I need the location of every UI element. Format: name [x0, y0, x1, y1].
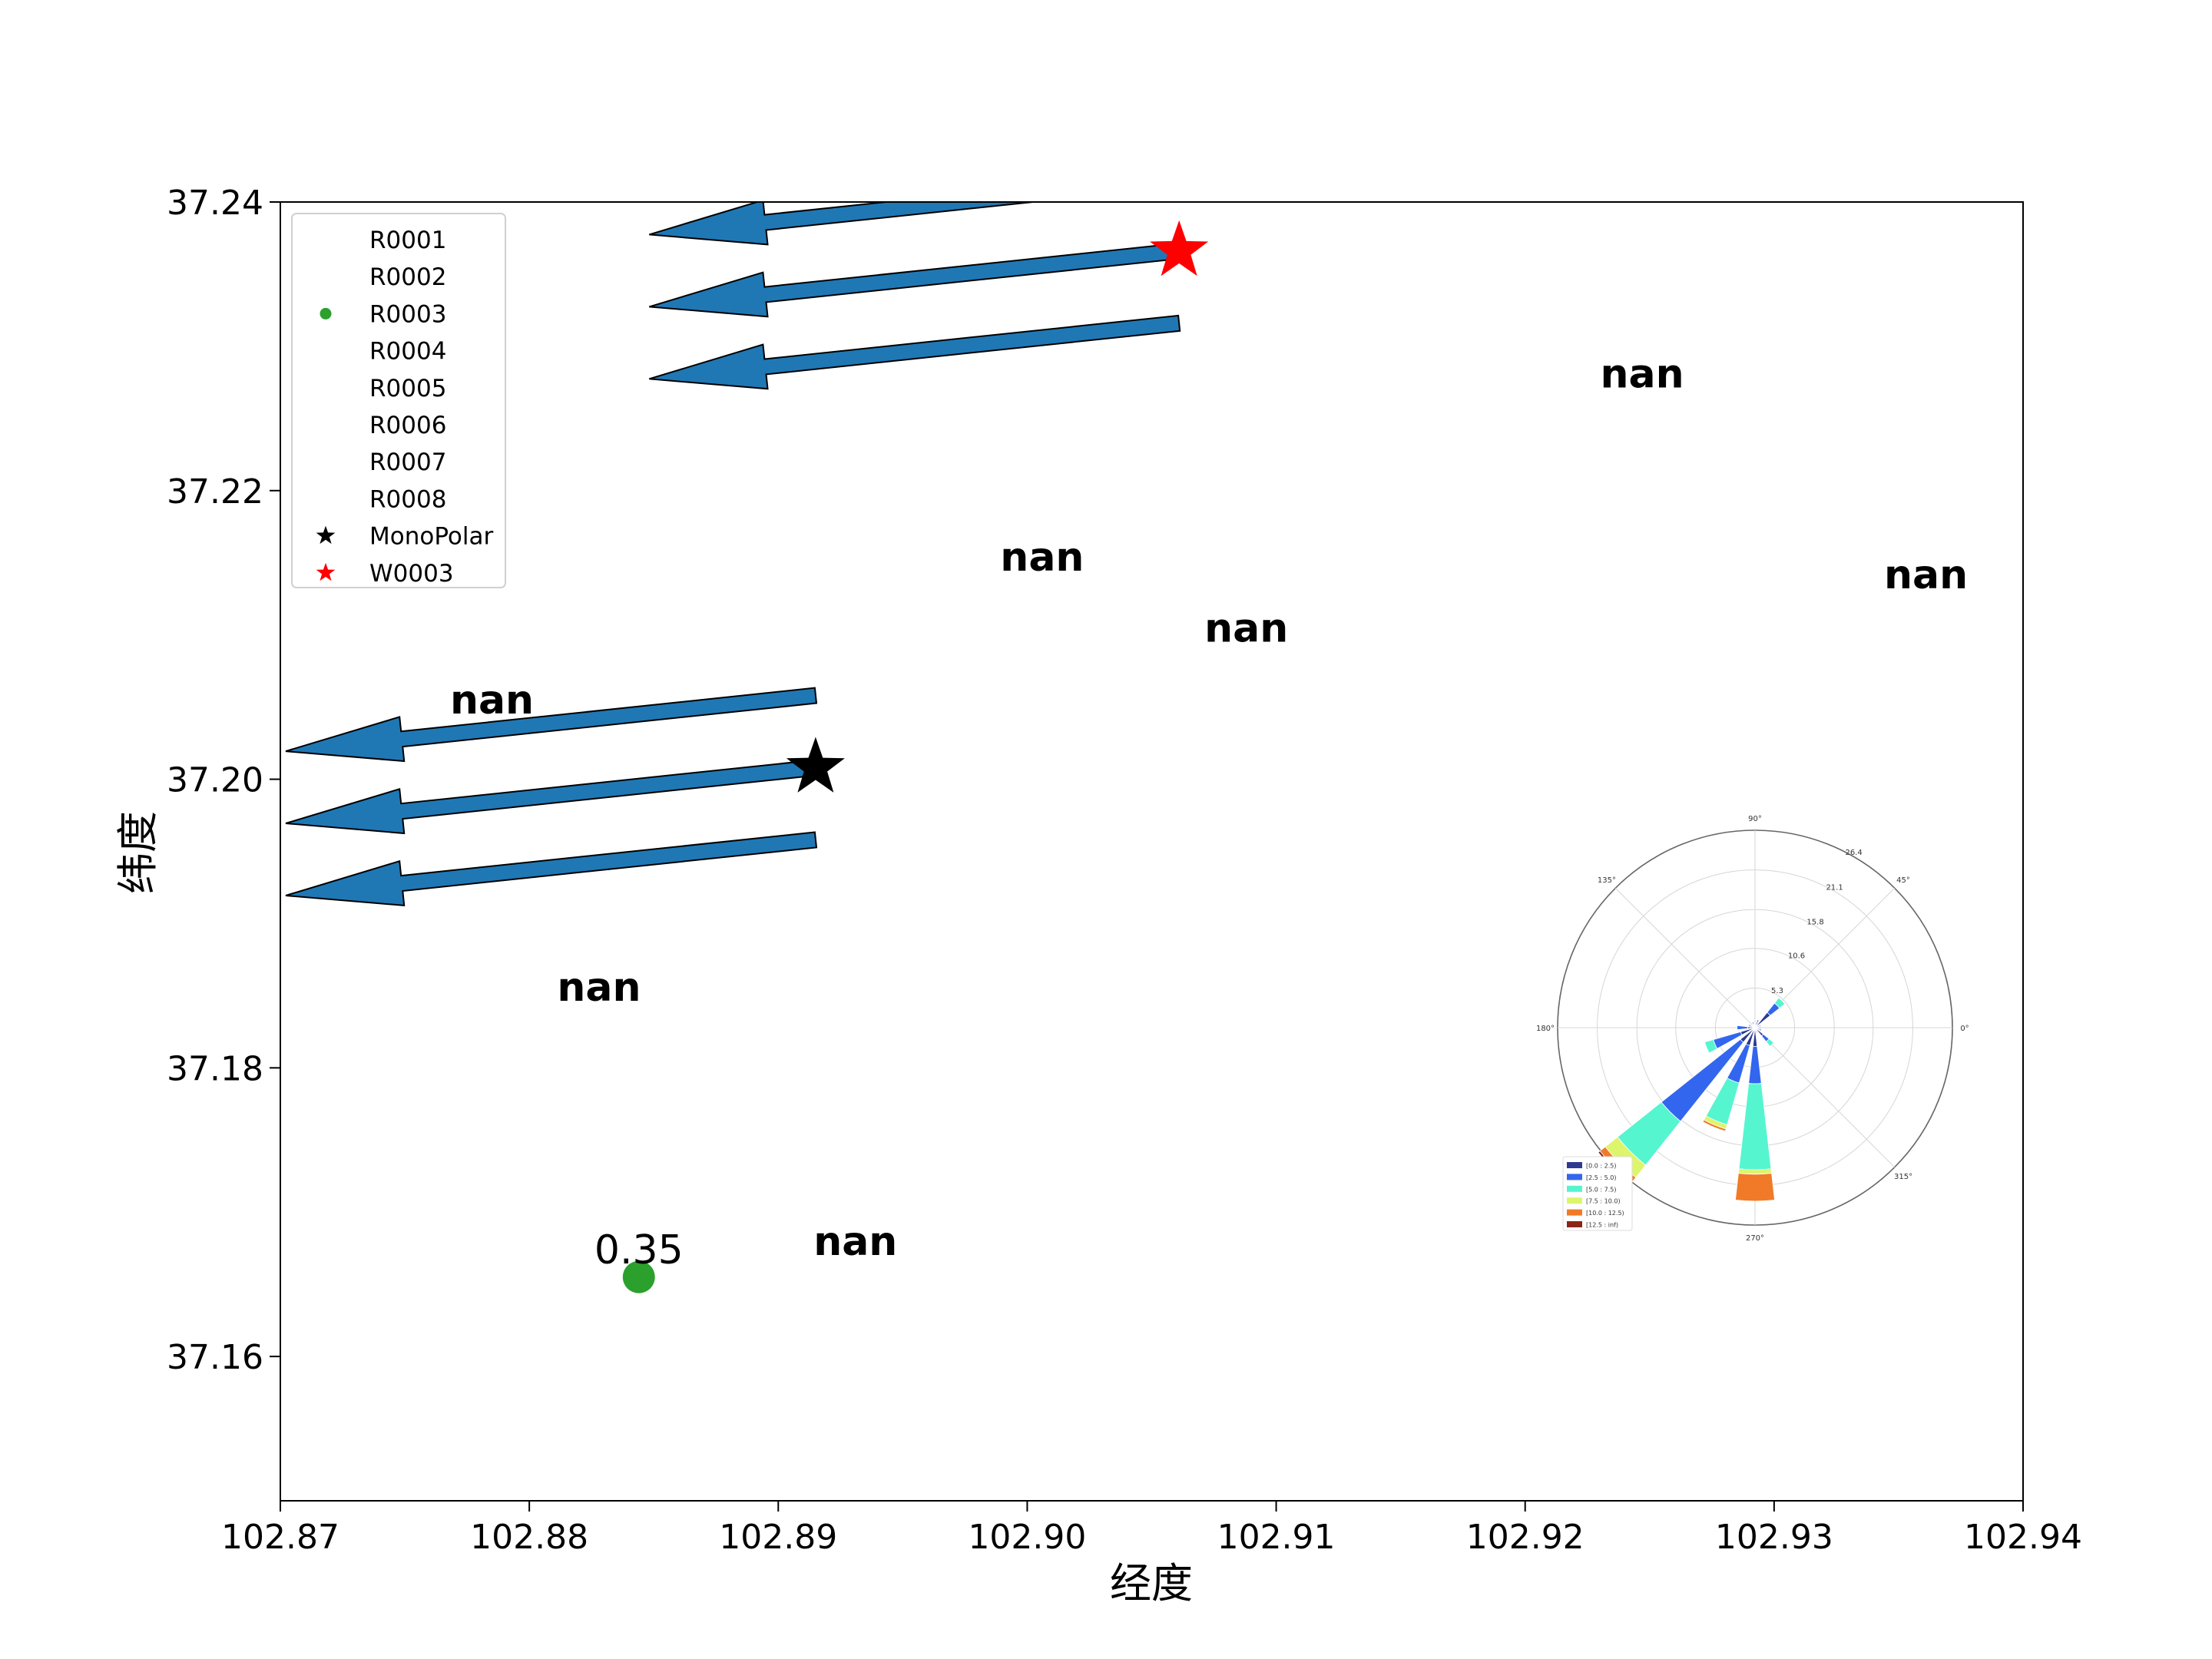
- windrose-sector-bar: [1748, 1024, 1752, 1027]
- x-tick-label: 102.93: [1715, 1518, 1833, 1557]
- y-axis-label: 纬度: [114, 811, 162, 894]
- nan-label: nan: [813, 1219, 897, 1265]
- wind-arrow: [285, 759, 818, 835]
- legend-marker-w0003: [316, 562, 336, 581]
- legend-label-r0007: R0007: [369, 449, 446, 476]
- wind-arrows: [285, 202, 1181, 906]
- legend-label-r0004: R0004: [369, 338, 446, 366]
- x-tick-label: 102.91: [1217, 1518, 1336, 1557]
- x-axis-ticks: 102.87 102.88 102.89 102.90 102.91 102.92 102.…: [221, 1501, 2082, 1557]
- legend-label-r0003: R0003: [369, 300, 446, 328]
- legend-label-w0003: W0003: [369, 560, 454, 588]
- windrose-angle-label: 45°: [1896, 876, 1910, 885]
- windrose-legend-label: [12.5 : inf): [1586, 1222, 1618, 1229]
- windrose-legend-label: [0.0 : 2.5): [1586, 1163, 1616, 1170]
- windrose-radial-tick: 15.8: [1806, 918, 1823, 926]
- y-tick-label: 37.24: [167, 184, 263, 223]
- legend-frame: [291, 213, 506, 588]
- plot-frame: [280, 201, 2024, 1502]
- windrose-legend-label: [5.0 : 7.5): [1586, 1186, 1616, 1193]
- windrose-legend-swatch: [1567, 1197, 1582, 1204]
- windrose-sector-bar: [1758, 1028, 1762, 1031]
- x-tick-label: 102.89: [719, 1518, 837, 1557]
- windrose-angle-label: 90°: [1748, 815, 1762, 823]
- windrose-sector-bar: [1755, 1030, 1758, 1034]
- data-points: 0.35: [594, 220, 1209, 1293]
- windrose-radial-tick: 21.1: [1826, 883, 1843, 892]
- nan-label: nan: [1204, 605, 1288, 651]
- windrose-legend-label: [2.5 : 5.0): [1586, 1174, 1616, 1181]
- windrose-sector-bar: [1765, 1038, 1774, 1047]
- windrose-legend-swatch: [1567, 1185, 1582, 1192]
- data-point-r0003: [622, 1260, 655, 1293]
- legend-label-monopolar: MonoPolar: [369, 523, 493, 551]
- x-tick-label: 102.88: [470, 1518, 588, 1557]
- windrose-angle-label: 0°: [1960, 1025, 1969, 1033]
- windrose-sector-bar: [1737, 1168, 1773, 1175]
- nan-label: nan: [1000, 535, 1084, 581]
- y-tick-label: 37.16: [167, 1338, 263, 1377]
- windrose-sector-bar: [1758, 1024, 1761, 1027]
- windrose-sector-bar: [1702, 1119, 1727, 1132]
- legend-label-r0001: R0001: [369, 227, 446, 254]
- legend-marker-monopolar: [316, 525, 336, 545]
- windrose-legend-swatch: [1567, 1174, 1582, 1181]
- nan-labels: nan nan nan nan nan nan nan: [450, 352, 1968, 1265]
- legend-label-r0005: R0005: [369, 375, 446, 402]
- windrose-sector-bar: [1750, 1023, 1753, 1026]
- x-tick-label: 102.92: [1466, 1518, 1584, 1557]
- y-tick-label: 37.20: [167, 761, 263, 800]
- wind-arrow: [285, 687, 818, 763]
- nan-label: nan: [1884, 552, 1968, 598]
- legend-marker-r0003: [320, 307, 332, 320]
- x-tick-label: 102.90: [968, 1518, 1086, 1557]
- nan-label: nan: [1600, 352, 1684, 398]
- star-marker-w0003: [1150, 220, 1209, 276]
- windrose-radial-tick: 10.6: [1788, 952, 1805, 961]
- windrose-legend-swatch: [1567, 1162, 1582, 1168]
- windrose-sector-bar: [1737, 1025, 1748, 1031]
- windrose-sector-bar: [1751, 1022, 1755, 1025]
- y-axis-ticks: 37.16 37.18 37.20 37.22 37.24: [167, 184, 280, 1377]
- windrose-angle-label: 315°: [1894, 1173, 1912, 1181]
- x-tick-label: 102.94: [1964, 1518, 2082, 1557]
- windrose-sector-bar: [1756, 1019, 1760, 1023]
- legend-label-r0008: R0008: [369, 485, 446, 513]
- windrose-inset: 5.3 10.6 15.8 21.1 26.4 90° 45° 0° 315° 270° 180° 1…: [1536, 815, 1969, 1243]
- windrose-sector-bar: [1704, 1039, 1718, 1054]
- windrose-legend-swatch: [1567, 1221, 1582, 1227]
- y-tick-label: 37.18: [167, 1049, 263, 1088]
- windrose-legend-label: [10.0 : 12.5): [1586, 1210, 1624, 1217]
- wind-arrow: [649, 242, 1181, 318]
- windrose-angle-label: 180°: [1536, 1025, 1555, 1033]
- windrose-angle-label: 135°: [1598, 876, 1616, 885]
- windrose-legend-swatch: [1567, 1209, 1582, 1216]
- wind-arrow: [649, 314, 1181, 390]
- y-tick-label: 37.22: [167, 472, 263, 512]
- star-marker-monopolar: [786, 737, 845, 793]
- windrose-sector-bar: [1773, 997, 1786, 1009]
- nan-label: nan: [450, 677, 534, 724]
- windrose-sector-bar: [1758, 1026, 1762, 1029]
- legend-label-r0006: R0006: [369, 412, 446, 439]
- nan-label: nan: [557, 965, 641, 1011]
- windrose-legend-label: [7.5 : 10.0): [1586, 1198, 1621, 1205]
- windrose-radial-tick: 26.4: [1845, 849, 1862, 857]
- windrose-sector-bar: [1753, 1022, 1757, 1025]
- x-tick-label: 102.87: [221, 1518, 339, 1557]
- legend-label-r0002: R0002: [369, 263, 446, 291]
- windrose-radial-tick: 5.3: [1771, 987, 1783, 995]
- point-value-label: 0.35: [594, 1227, 684, 1273]
- x-axis-label: 经度: [1110, 1559, 1193, 1608]
- wind-arrow: [285, 831, 818, 906]
- wind-arrow: [649, 202, 1041, 246]
- windrose-grid-spoke: [1754, 1027, 1896, 1168]
- windrose-angle-label: 270°: [1746, 1234, 1764, 1243]
- windrose-grid-spoke: [1614, 887, 1756, 1028]
- legend: R0001 R0002 R0003 R0004 R0005 R0006 R0007 R0008…: [291, 213, 506, 588]
- windrose-sector-bar: [1734, 1173, 1776, 1202]
